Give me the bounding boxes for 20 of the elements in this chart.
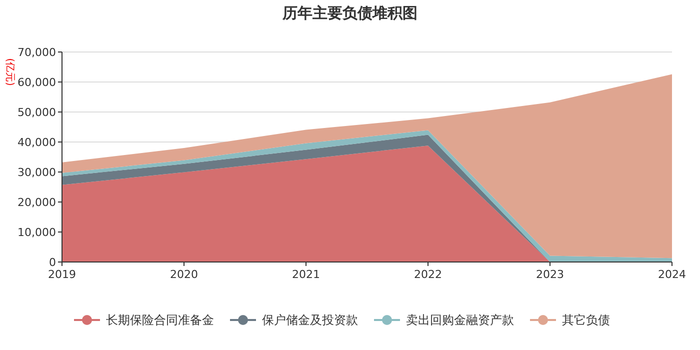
x-tick-label: 2019	[48, 268, 76, 281]
y-tick-label: 30,000	[18, 166, 56, 179]
legend-label: 其它负债	[562, 313, 610, 327]
y-tick-label: 70,000	[18, 46, 56, 59]
x-tick-label: 2024	[658, 268, 686, 281]
y-tick-label: 0	[49, 256, 56, 269]
x-tick-label: 2023	[536, 268, 564, 281]
x-tick-label: 2022	[414, 268, 442, 281]
y-tick-label: 60,000	[18, 76, 56, 89]
x-tick-label: 2021	[292, 268, 320, 281]
legend-label: 卖出回购金融资产款	[406, 313, 514, 327]
y-tick-label: 20,000	[18, 196, 56, 209]
legend-label: 长期保险合同准备金	[106, 313, 214, 327]
y-axis-title: (亿元)	[4, 58, 15, 86]
y-tick-label: 50,000	[18, 106, 56, 119]
chart-title: 历年主要负债堆积图	[282, 4, 418, 22]
y-tick-label: 10,000	[18, 226, 56, 239]
y-tick-label: 40,000	[18, 136, 56, 149]
x-tick-label: 2020	[170, 268, 198, 281]
legend-label: 保户储金及投资款	[262, 313, 358, 327]
